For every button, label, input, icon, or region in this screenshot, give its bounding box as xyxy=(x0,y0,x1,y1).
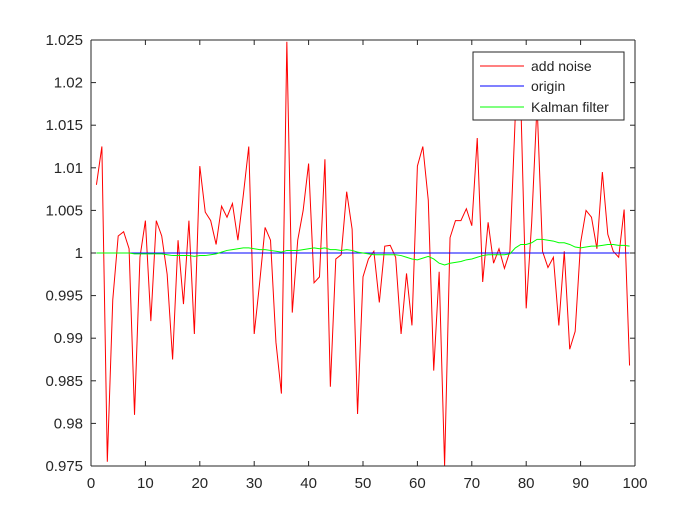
y-tick-label: 1.01 xyxy=(54,160,83,177)
legend-entry-origin: origin xyxy=(480,78,565,94)
y-tick-label: 0.98 xyxy=(54,415,83,432)
y-tick-label: 1 xyxy=(75,245,83,262)
legend-entry-kalman-filter: Kalman filter xyxy=(480,99,609,115)
y-axis-ticks: 0.975 0.98 0.985 0.99 0.995 1 1.005 1.01 1.015 1.… xyxy=(45,32,635,475)
legend-label-add-noise: add noise xyxy=(531,58,592,74)
y-tick-label: 1.015 xyxy=(45,117,83,134)
x-tick-label: 30 xyxy=(246,475,263,492)
legend-label-origin: origin xyxy=(531,78,565,94)
legend: add noise origin Kalman filter xyxy=(472,51,625,121)
series-line-kalman-filter xyxy=(96,238,630,266)
y-tick-label: 1.005 xyxy=(45,202,83,219)
x-tick-label: 60 xyxy=(409,475,426,492)
series-line-add-noise xyxy=(95,41,631,467)
x-axis-ticks: 0 10 20 30 40 50 60 70 80 90 100 xyxy=(87,40,648,492)
x-tick-label: 10 xyxy=(137,475,154,492)
legend-box xyxy=(472,51,625,121)
x-tick-label: 80 xyxy=(518,475,535,492)
x-tick-label: 50 xyxy=(355,475,372,492)
y-tick-label: 1.025 xyxy=(45,32,83,49)
x-tick-label: 20 xyxy=(191,475,208,492)
x-tick-label: 40 xyxy=(300,475,317,492)
x-tick-label: 70 xyxy=(463,475,480,492)
legend-label-kalman-filter: Kalman filter xyxy=(531,99,609,115)
y-tick-label: 0.985 xyxy=(45,373,83,390)
legend-entry-add-noise: add noise xyxy=(480,58,592,74)
x-tick-label: 100 xyxy=(622,475,647,492)
y-tick-label: 0.995 xyxy=(45,288,83,305)
x-tick-label: 0 xyxy=(87,475,95,492)
y-tick-label: 0.99 xyxy=(54,330,83,347)
y-tick-label: 1.02 xyxy=(54,75,83,92)
y-tick-label: 0.975 xyxy=(45,458,83,475)
series-lines xyxy=(95,41,631,467)
x-tick-label: 90 xyxy=(572,475,589,492)
